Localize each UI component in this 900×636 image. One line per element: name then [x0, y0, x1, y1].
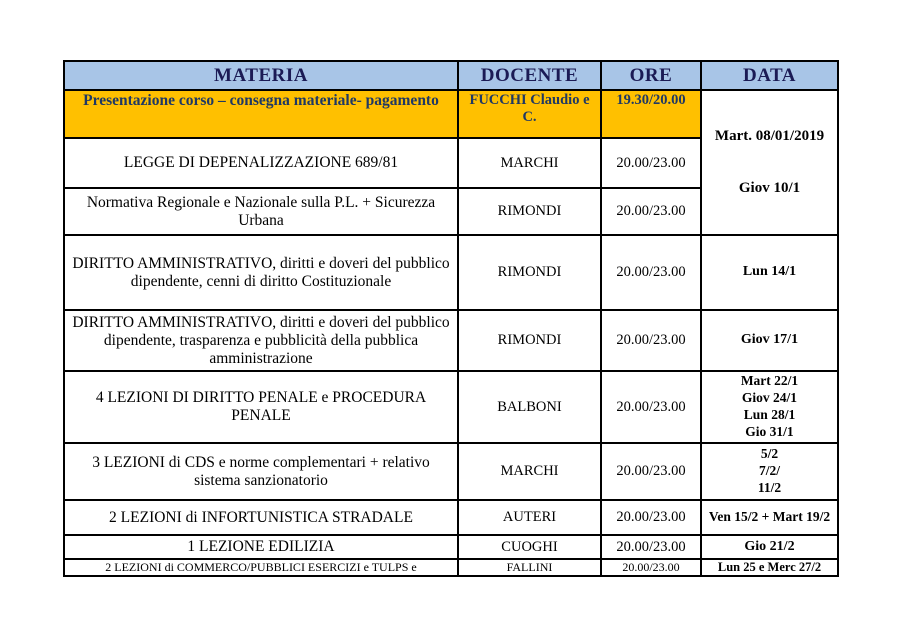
data-cell: Gio 21/2 [700, 534, 839, 560]
table-row: 3 LEZIONI di CDS e norme complementari +… [63, 442, 839, 501]
docente-cell: CUOGHI [457, 534, 602, 560]
table-row: 2 LEZIONI di COMMERCO/PUBBLICI ESERCIZI … [63, 558, 839, 577]
ore-cell: 19.30/20.00 [600, 89, 702, 139]
merged-data-lines: Mart. 08/01/2019 Giov 10/1 [703, 92, 836, 233]
ore-cell: 20.00/23.00 [600, 534, 702, 560]
docente-cell: FUCCHI Claudio e C. [457, 89, 602, 139]
header-materia: MATERIA [63, 60, 459, 91]
materia-cell: DIRITTO AMMINISTRATIVO, diritti e doveri… [63, 234, 459, 311]
header-data: DATA [700, 60, 839, 91]
ore-cell: 20.00/23.00 [600, 234, 702, 311]
docente-cell: FALLINI [457, 558, 602, 577]
ore-cell: 20.00/23.00 [600, 499, 702, 536]
materia-cell: 2 LEZIONI di INFORTUNISTICA STRADALE [63, 499, 459, 536]
table-row: 1 LEZIONE EDILIZIA CUOGHI 20.00/23.00 Gi… [63, 534, 839, 560]
merged-data-line1: Mart. 08/01/2019 [714, 127, 825, 144]
ore-cell: 20.00/23.00 [600, 370, 702, 444]
data-cell: Giov 17/1 [700, 309, 839, 372]
materia-cell: 1 LEZIONE EDILIZIA [63, 534, 459, 560]
table-row: 4 LEZIONI DI DIRITTO PENALE e PROCEDURA … [63, 370, 839, 444]
header-ore: ORE [600, 60, 702, 91]
ore-cell: 20.00/23.00 [600, 442, 702, 501]
ore-cell: 20.00/23.00 [600, 137, 702, 189]
docente-cell: BALBONI [457, 370, 602, 444]
header-docente: DOCENTE [457, 60, 602, 91]
data-cell: Lun 25 e Merc 27/2 [700, 558, 839, 577]
data-cell-merged: Mart. 08/01/2019 Giov 10/1 [700, 89, 839, 236]
table-row: 2 LEZIONI di INFORTUNISTICA STRADALE AUT… [63, 499, 839, 536]
materia-cell: 3 LEZIONI di CDS e norme complementari +… [63, 442, 459, 501]
docente-cell: RIMONDI [457, 309, 602, 372]
merged-data-line2: Giov 10/1 [738, 180, 801, 197]
ore-cell: 20.00/23.00 [600, 558, 702, 577]
table-row: LEGGE DI DEPENALIZZAZIONE 689/81 MARCHI … [63, 137, 838, 189]
docente-cell: RIMONDI [457, 234, 602, 311]
materia-cell: Normativa Regionale e Nazionale sulla P.… [63, 187, 459, 236]
materia-cell: Presentazione corso – consegna materiale… [63, 89, 459, 139]
docente-cell: RIMONDI [457, 187, 602, 236]
docente-cell: AUTERI [457, 499, 602, 536]
ore-cell: 20.00/23.00 [600, 309, 702, 372]
table-row: Presentazione corso – consegna materiale… [63, 89, 839, 236]
course-schedule-table-wrap: MATERIA DOCENTE ORE DATA Presentazione c… [63, 60, 839, 577]
data-cell: Mart 22/1 Giov 24/1 Lun 28/1 Gio 31/1 [700, 370, 839, 444]
course-schedule-table: MATERIA DOCENTE ORE DATA Presentazione c… [63, 60, 839, 577]
data-cell: Lun 14/1 [700, 234, 839, 311]
header-row: MATERIA DOCENTE ORE DATA [63, 60, 839, 91]
materia-cell: 2 LEZIONI di COMMERCO/PUBBLICI ESERCIZI … [63, 558, 459, 577]
table-row: DIRITTO AMMINISTRATIVO, diritti e doveri… [63, 234, 839, 311]
data-cell: 5/2 7/2/ 11/2 [700, 442, 839, 501]
data-cell: Ven 15/2 + Mart 19/2 [700, 499, 839, 536]
materia-cell: 4 LEZIONI DI DIRITTO PENALE e PROCEDURA … [63, 370, 459, 444]
materia-cell: LEGGE DI DEPENALIZZAZIONE 689/81 [63, 137, 459, 189]
materia-cell: DIRITTO AMMINISTRATIVO, diritti e doveri… [63, 309, 459, 372]
table-row: Normativa Regionale e Nazionale sulla P.… [63, 187, 838, 236]
table-row: DIRITTO AMMINISTRATIVO, diritti e doveri… [63, 309, 839, 372]
docente-cell: MARCHI [457, 137, 602, 189]
ore-cell: 20.00/23.00 [600, 187, 702, 236]
docente-cell: MARCHI [457, 442, 602, 501]
